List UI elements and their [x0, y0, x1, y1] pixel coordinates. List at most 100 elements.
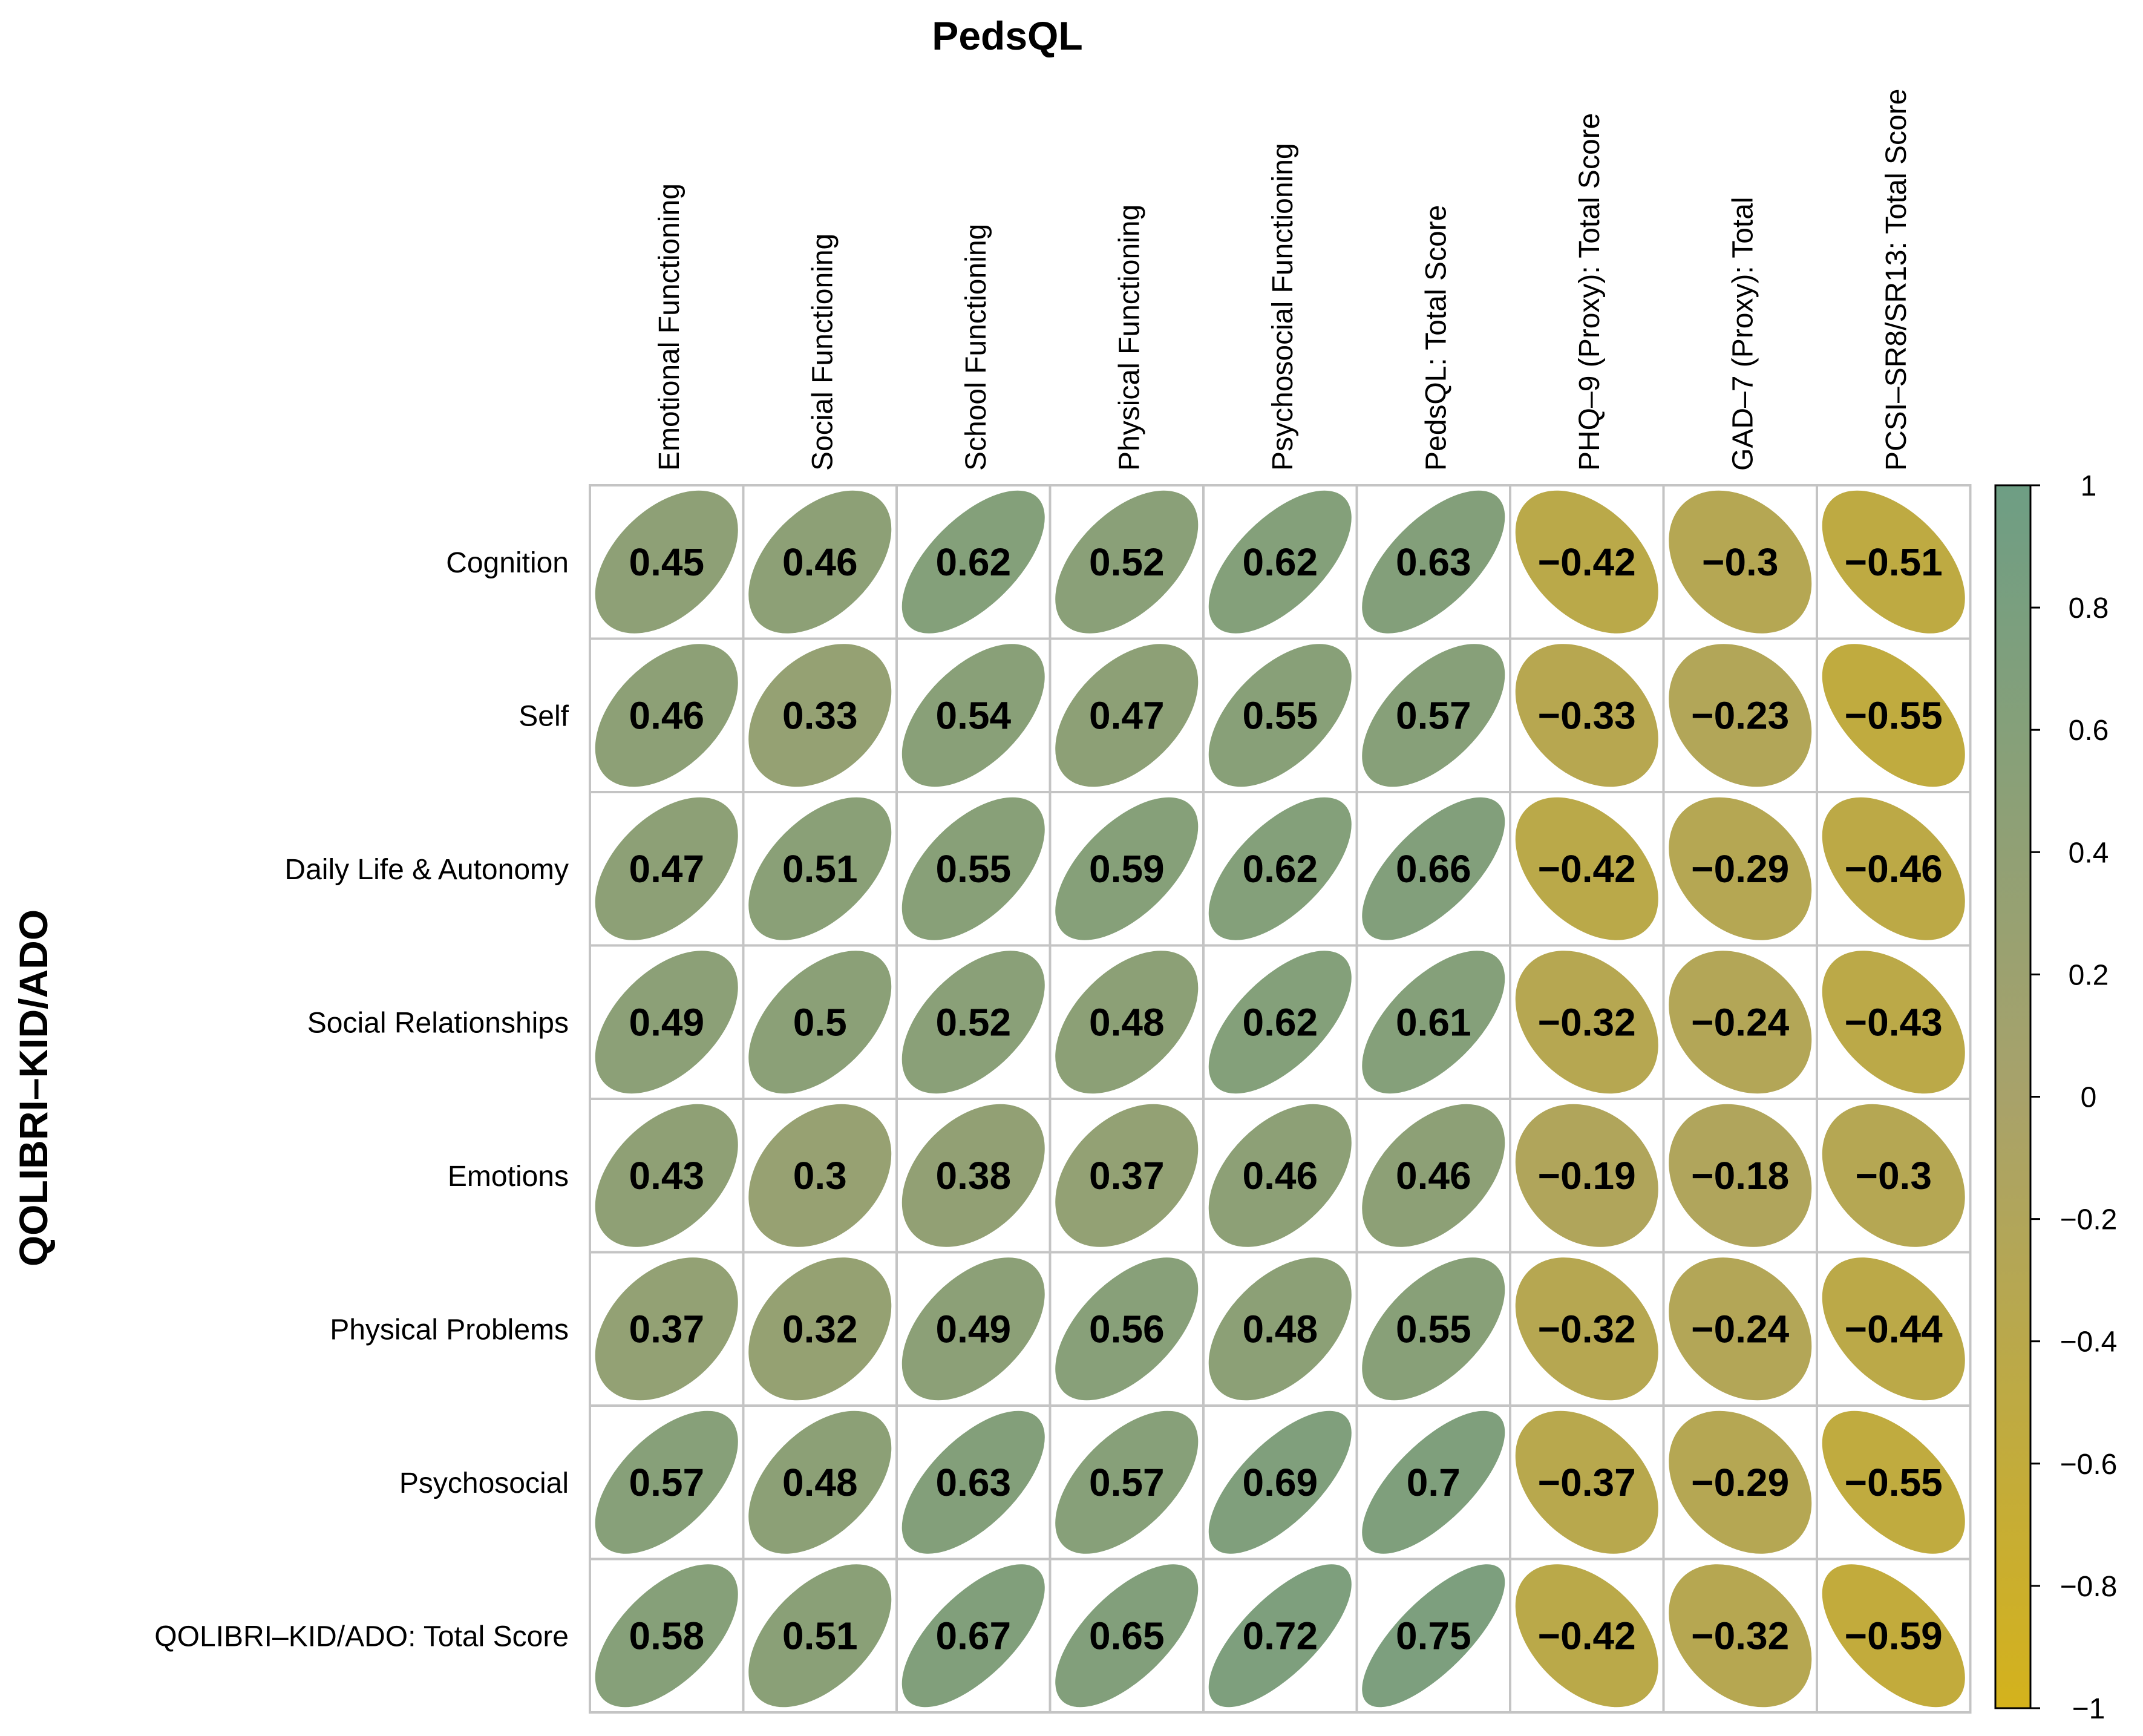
colorbar-ticks: 1 0.8 0.6 0.4 0.2 0 −0.2 −0.4 −0.6 −0.8 −1: [2030, 470, 2117, 1725]
row-label: Emotions: [448, 1161, 569, 1193]
colorbar-tick-label: 0.4: [2069, 837, 2109, 869]
correlation-ellipse: [1055, 644, 1199, 787]
correlation-cell: 0.7: [1355, 1404, 1511, 1561]
cell-value-label: 0.37: [1089, 1154, 1165, 1197]
correlation-cell: −0.44: [1816, 1251, 1972, 1407]
cell-value-label: 0.61: [1396, 1000, 1471, 1044]
colorbar-tick-label: −1: [2072, 1693, 2105, 1725]
correlation-cell: −0.42: [1509, 1557, 1665, 1714]
cell-value-label: 0.5: [793, 1000, 847, 1044]
correlation-ellipse: [1055, 1104, 1199, 1247]
colorbar-tick-label: 1: [2081, 470, 2097, 502]
cell-value-label: 0.3: [793, 1154, 847, 1197]
cell-value-label: 0.67: [935, 1614, 1011, 1657]
cell-value-label: 0.49: [935, 1307, 1011, 1351]
cell-value-label: −0.32: [1538, 1307, 1636, 1351]
correlation-ellipse: [1362, 1410, 1505, 1554]
cell-value-label: 0.37: [629, 1307, 704, 1351]
correlation-ellipse: [1055, 1257, 1199, 1401]
cell-value-label: 0.46: [629, 693, 704, 737]
correlation-ellipse: [1362, 1564, 1505, 1708]
correlation-cell: 0.55: [1202, 637, 1358, 793]
correlation-ellipse: [595, 1257, 738, 1401]
correlation-ellipse: [1669, 797, 1812, 940]
correlation-cell: 0.46: [1202, 1098, 1358, 1254]
correlation-cell: 0.55: [895, 791, 1052, 947]
correlation-ellipse: [748, 1564, 892, 1708]
correlation-ellipse: [595, 951, 738, 1094]
correlation-cell: −0.55: [1816, 1404, 1972, 1561]
cell-value-label: −0.44: [1845, 1307, 1943, 1351]
correlation-ellipse: [748, 644, 892, 787]
correlation-cell: 0.72: [1202, 1557, 1358, 1714]
cell-value-label: 0.63: [1396, 540, 1471, 584]
column-labels: Emotional Functioning Social Functioning S…: [653, 89, 1912, 471]
cell-border: [1816, 1557, 1972, 1714]
cell-value-label: −0.23: [1691, 693, 1789, 737]
correlation-ellipse: [1515, 1104, 1658, 1247]
correlation-cell: −0.24: [1662, 944, 1818, 1100]
column-label: Emotional Functioning: [653, 183, 685, 471]
correlation-ellipse: [1055, 797, 1199, 940]
correlation-cell: 0.46: [589, 637, 745, 793]
correlation-ellipse: [1822, 1104, 1965, 1247]
correlation-ellipse: [1055, 1410, 1199, 1554]
correlation-cell: 0.55: [1355, 1251, 1511, 1407]
correlation-ellipse: [748, 490, 892, 634]
correlation-ellipse: [1822, 1410, 1965, 1554]
cell-value-label: 0.56: [1089, 1307, 1165, 1351]
cell-value-label: 0.49: [629, 1000, 704, 1044]
column-label: Social Functioning: [806, 234, 839, 471]
correlation-ellipse: [1822, 490, 1965, 634]
correlation-ellipse: [1208, 490, 1352, 634]
cell-value-label: 0.62: [1242, 847, 1318, 891]
correlation-cell: −0.37: [1509, 1404, 1665, 1561]
correlation-cell: 0.56: [1049, 1251, 1205, 1407]
correlation-cell: 0.46: [1355, 1098, 1511, 1254]
correlation-ellipse: [1515, 1410, 1658, 1554]
correlation-ellipse: [595, 490, 738, 634]
cell-value-label: 0.62: [935, 540, 1011, 584]
cell-value-label: 0.55: [1242, 693, 1318, 737]
correlation-ellipse: [901, 951, 1045, 1094]
correlation-ellipse: [1055, 951, 1199, 1094]
correlation-cell: 0.62: [1202, 791, 1358, 947]
correlation-ellipse: [748, 1410, 892, 1554]
correlation-cell: 0.59: [1049, 791, 1205, 947]
correlation-cell: 0.37: [589, 1251, 745, 1407]
cell-value-label: 0.48: [1242, 1307, 1318, 1351]
cell-value-label: 0.52: [935, 1000, 1011, 1044]
correlation-ellipse: [595, 1564, 738, 1708]
correlation-ellipse: [1515, 797, 1658, 940]
correlation-ellipse: [1515, 1257, 1658, 1401]
colorbar-tick-label: −0.2: [2060, 1204, 2118, 1236]
colorbar-tick-label: −0.4: [2060, 1326, 2118, 1358]
cell-value-label: −0.42: [1538, 540, 1636, 584]
cell-value-label: 0.32: [782, 1307, 858, 1351]
correlation-cell: −0.42: [1509, 791, 1665, 947]
cell-value-label: 0.51: [782, 847, 858, 891]
row-label: Social Relationships: [307, 1007, 569, 1039]
correlation-cell: 0.54: [895, 637, 1052, 793]
correlation-cell: −0.46: [1816, 791, 1972, 947]
correlation-cell: 0.49: [589, 944, 745, 1100]
correlation-cell: 0.58: [589, 1557, 745, 1714]
colorbar-gradient: [1994, 484, 2032, 1709]
row-label: Self: [519, 700, 569, 732]
correlation-cell: 0.57: [1049, 1404, 1205, 1561]
cell-value-label: 0.66: [1396, 847, 1471, 891]
column-label: Physical Functioning: [1113, 205, 1145, 471]
row-label: Psychosocial: [399, 1467, 569, 1499]
correlation-cell: 0.45: [589, 484, 745, 640]
colorbar-tick-label: 0.2: [2069, 959, 2109, 991]
column-label: Psychosocial Functioning: [1267, 143, 1299, 471]
cell-value-label: 0.62: [1242, 1000, 1318, 1044]
correlation-ellipse: [1822, 1564, 1965, 1708]
correlation-cell: −0.18: [1662, 1098, 1818, 1254]
correlation-ellipse: [748, 1257, 892, 1401]
correlation-ellipse: [748, 1104, 892, 1247]
column-label: School Functioning: [960, 224, 992, 471]
cell-value-label: −0.24: [1691, 1307, 1789, 1351]
correlation-ellipse: [595, 1410, 738, 1554]
correlation-ellipse: [1669, 951, 1812, 1094]
